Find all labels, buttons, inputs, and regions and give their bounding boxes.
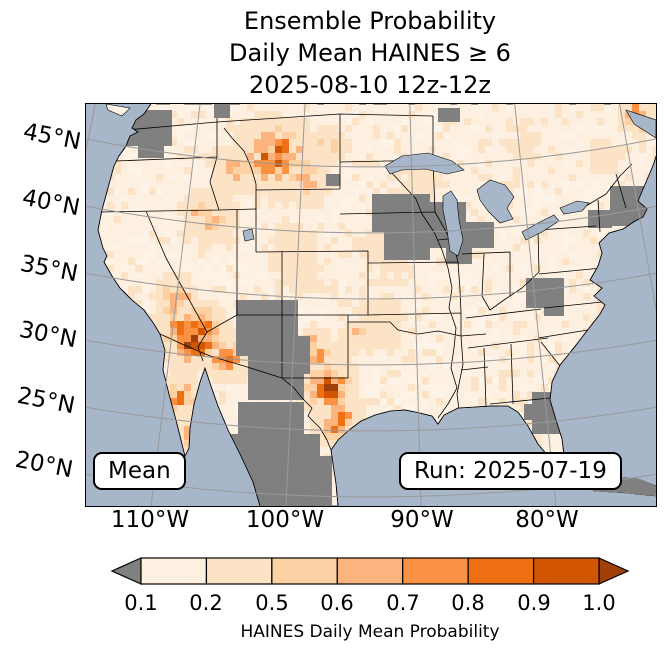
mean-box: Mean (93, 452, 186, 490)
lake-michigan (442, 190, 464, 257)
run-box: Run: 2025-07-19 (399, 452, 622, 490)
title-line-2: Daily Mean HAINES ≥ 6 (229, 39, 511, 67)
colorbar-tick-0: 0.1 (124, 591, 158, 615)
colorbar-tick-7: 1.0 (582, 591, 616, 615)
lake-huron (476, 179, 515, 224)
colorbar-svg (110, 557, 630, 585)
colorbar-tick-1: 0.2 (189, 591, 223, 615)
lat-label-35n: 35°N (18, 250, 80, 288)
figure-title: Ensemble Probability Daily Mean HAINES ≥… (85, 5, 655, 101)
colorbar-tick-5: 0.8 (451, 591, 485, 615)
lat-label-20n: 20°N (13, 446, 75, 484)
lon-label-80w: 80°W (515, 507, 579, 533)
coastline (97, 104, 656, 506)
vancouver-island (105, 104, 131, 117)
colorbar-tick-2: 0.5 (255, 591, 289, 615)
lat-label-45n: 45°N (21, 118, 83, 156)
map-frame (85, 103, 657, 507)
lon-label-100w: 100°W (245, 507, 325, 533)
lat-label-25n: 25°N (15, 382, 77, 420)
colorbar-tick-4: 0.7 (386, 591, 420, 615)
colorbar-tick-6: 0.9 (517, 591, 551, 615)
lake-superior (384, 152, 465, 175)
title-line-3: 2025-08-10 12z-12z (248, 71, 492, 99)
lon-label-110w: 110°W (110, 507, 190, 533)
colorbar-label: HAINES Daily Mean Probability (240, 622, 500, 642)
lake-ontario (559, 200, 590, 215)
gulf-st-lawrence (625, 109, 656, 139)
map-svg (86, 104, 656, 506)
great-salt-lake (242, 228, 255, 242)
colorbar-tick-3: 0.6 (320, 591, 354, 615)
title-line-1: Ensemble Probability (243, 7, 497, 35)
lakes (242, 109, 656, 257)
colorbar (85, 556, 655, 588)
lat-label-30n: 30°N (17, 316, 79, 354)
lon-label-90w: 90°W (390, 507, 454, 533)
no-data-layer (126, 104, 656, 506)
lat-label-40n: 40°N (20, 184, 82, 222)
